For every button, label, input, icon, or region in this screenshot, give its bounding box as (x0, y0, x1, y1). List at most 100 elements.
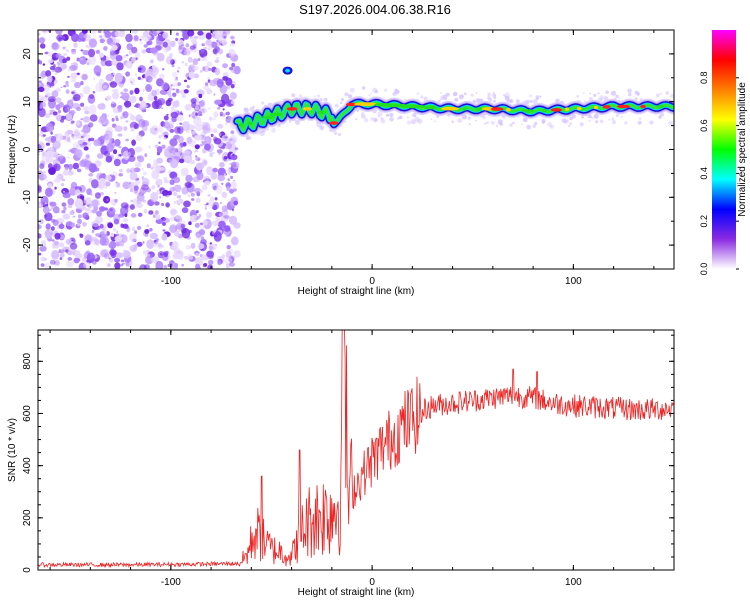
noise-speck (230, 130, 235, 135)
colorbar: 0.0 0.2 0.4 0.6 0.8 Normalized spectral ampl… (699, 30, 748, 275)
halo-dot (587, 114, 592, 119)
noise-speck (50, 232, 53, 236)
halo-dot (624, 121, 628, 125)
noise-speck (156, 157, 163, 164)
noise-speck (196, 233, 201, 237)
halo-dot (389, 117, 394, 122)
noise-speck (197, 30, 204, 36)
noise-speck (79, 233, 83, 236)
noise-speck (144, 229, 150, 234)
noise-speck (195, 263, 201, 269)
noise-speck (47, 128, 50, 130)
noise-speck (130, 127, 135, 132)
halo-dot (259, 130, 265, 137)
noise-speck (230, 100, 235, 105)
noise-speck (82, 49, 89, 56)
halo-dot (593, 93, 597, 97)
halo-dot (410, 119, 416, 125)
noise-speck (38, 86, 45, 92)
noise-speck (209, 152, 214, 158)
halo-dot (364, 118, 369, 123)
noise-speck (129, 167, 136, 173)
noise-speck (172, 191, 178, 197)
noise-speck (231, 236, 239, 246)
noise-speck (149, 232, 158, 240)
noise-speck (230, 154, 238, 161)
noise-speck (223, 214, 230, 220)
halo-dot (271, 127, 276, 133)
noise-speck (61, 202, 67, 207)
noise-speck (181, 187, 189, 195)
noise-speck (127, 184, 133, 188)
noise-speck (42, 170, 46, 175)
noise-speck (44, 202, 47, 204)
halo-dot (319, 125, 325, 131)
noise-speck (99, 35, 103, 39)
noise-speck (130, 213, 137, 218)
noise-speck (204, 143, 211, 151)
halo-dot (340, 101, 343, 105)
noise-speck (43, 205, 50, 214)
noise-speck (123, 88, 129, 92)
noise-speck (185, 245, 192, 250)
noise-speck (183, 89, 189, 94)
noise-speck (57, 160, 61, 164)
noise-speck (184, 37, 188, 40)
halo-dot (333, 131, 338, 135)
noise-speck (105, 174, 112, 181)
noise-speck (66, 56, 71, 61)
noise-speck (119, 252, 124, 258)
noise-speck (77, 37, 82, 43)
noise-speck (114, 198, 118, 203)
noise-speck (188, 114, 191, 118)
noise-speck (224, 145, 228, 148)
noise-speck (201, 49, 205, 53)
noise-speck (76, 168, 82, 173)
x-tick-label: 100 (565, 276, 582, 287)
noise-speck (172, 82, 178, 88)
noise-speck (111, 44, 118, 51)
noise-speck (156, 52, 165, 62)
noise-speck (216, 41, 222, 47)
halo-dot (356, 109, 359, 112)
noise-speck (120, 242, 124, 247)
noise-speck (66, 99, 74, 109)
noise-speck (212, 117, 216, 121)
noise-speck (185, 174, 193, 183)
noise-speck (130, 199, 134, 203)
noise-speck (233, 200, 238, 206)
ridge-hotspot (576, 106, 582, 111)
noise-speck (71, 49, 77, 55)
halo-dot (372, 117, 378, 123)
halo-dot (467, 116, 471, 120)
noise-speck (159, 73, 165, 80)
noise-speck (61, 63, 68, 70)
noise-speck (58, 223, 65, 229)
halo-dot (599, 119, 604, 124)
noise-speck (154, 210, 159, 216)
noise-speck (195, 162, 205, 171)
noise-speck (79, 56, 87, 65)
halo-dot (599, 95, 604, 100)
noise-speck (215, 185, 223, 195)
noise-speck (168, 170, 172, 174)
noise-speck (223, 156, 228, 160)
noise-speck (171, 262, 178, 269)
noise-speck (51, 42, 60, 51)
noise-speck (166, 56, 173, 65)
noise-speck (141, 176, 145, 180)
noise-speck (88, 122, 94, 128)
noise-speck (63, 169, 69, 176)
halo-dot (529, 94, 533, 98)
noise-speck (157, 126, 164, 133)
noise-speck (221, 191, 228, 198)
noise-speck (230, 84, 235, 89)
noise-speck (198, 229, 206, 236)
noise-speck (73, 257, 80, 264)
noise-speck (94, 238, 100, 245)
noise-speck (194, 104, 200, 111)
noise-speck (88, 55, 96, 65)
noise-speck (208, 259, 214, 266)
halo-dot (627, 88, 632, 94)
noise-speck (206, 250, 215, 258)
